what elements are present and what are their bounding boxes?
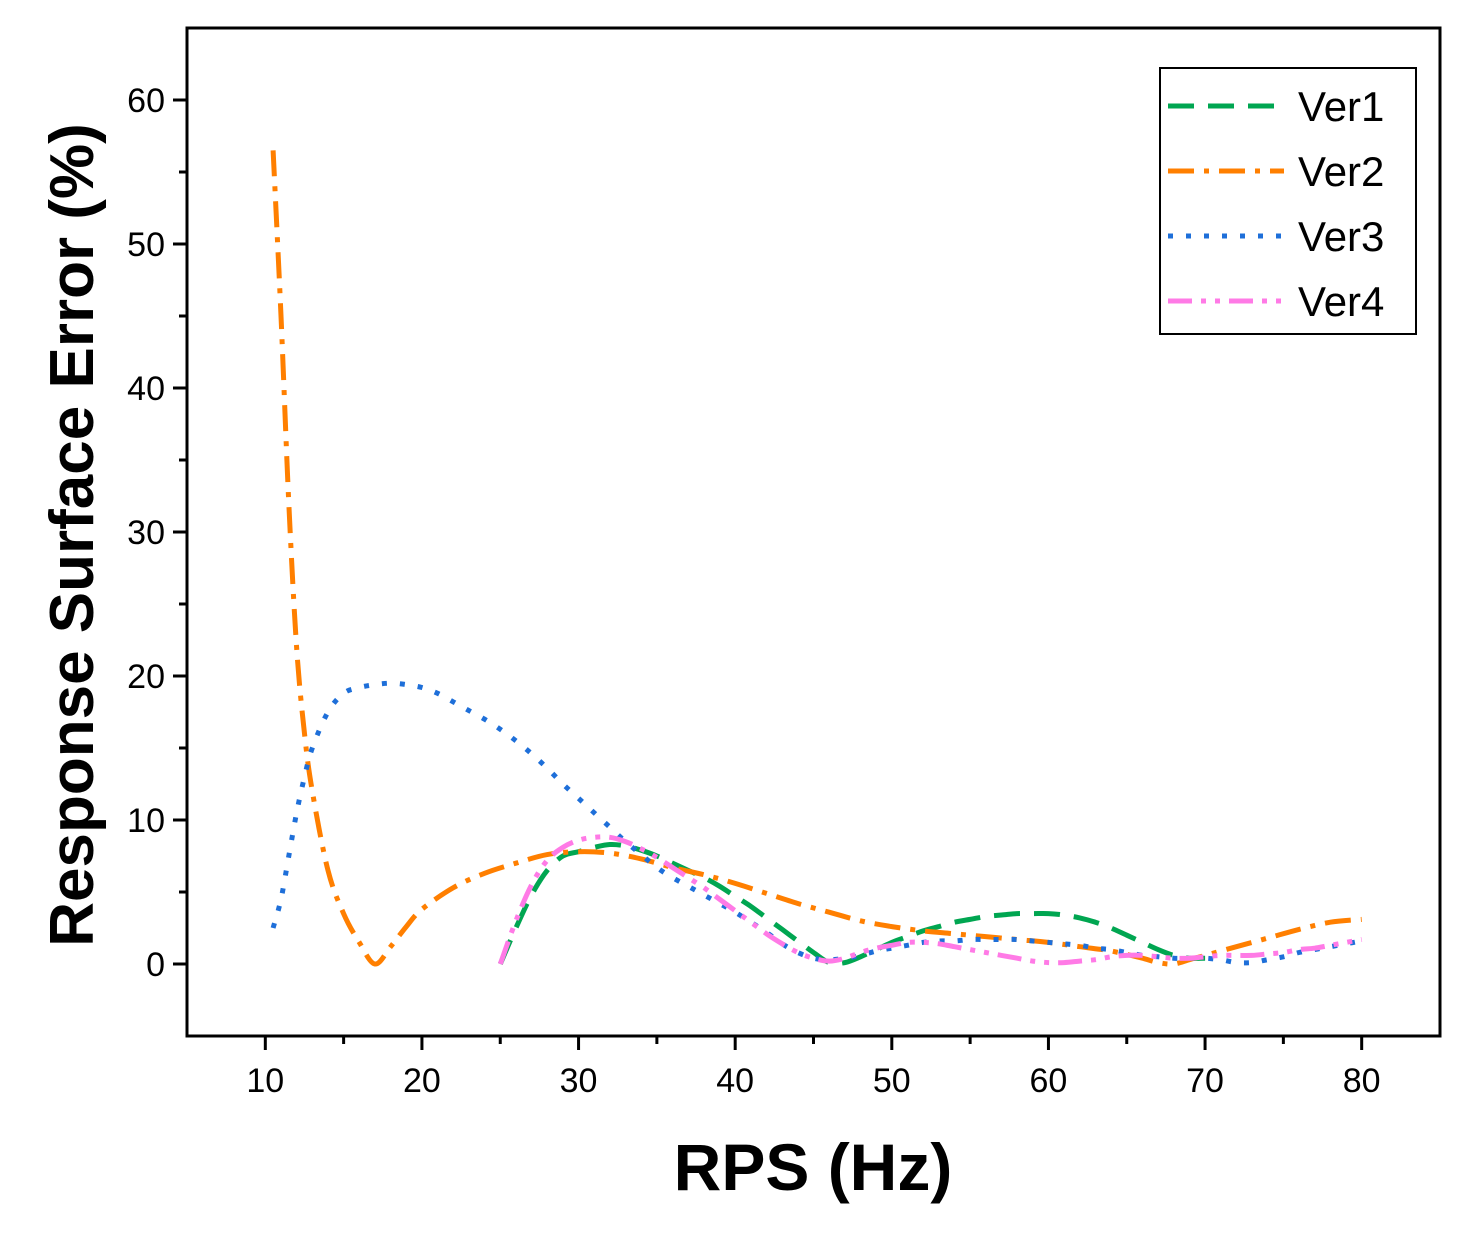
legend-label-ver4: Ver4	[1298, 278, 1384, 325]
legend-label-ver3: Ver3	[1298, 213, 1384, 260]
x-axis-title: RPS (Hz)	[674, 1130, 953, 1204]
y-tick-label: 50	[127, 226, 165, 264]
x-tick-label: 50	[873, 1062, 911, 1100]
x-tick-label: 80	[1343, 1062, 1381, 1100]
series-layer	[270, 150, 1363, 967]
y-tick-label: 10	[127, 802, 165, 840]
x-tick-label: 70	[1186, 1062, 1224, 1100]
x-tick-label: 40	[716, 1062, 754, 1100]
series-line-ver1	[498, 841, 1206, 967]
series-line-ver2	[270, 150, 1362, 967]
legend: Ver1 Ver2 Ver3 Ver4	[1159, 67, 1417, 335]
y-tick-label: 0	[146, 946, 165, 984]
series-line-ver3	[270, 680, 1363, 966]
y-tick-label: 20	[127, 658, 165, 696]
y-axis-title: Response Surface Error (%)	[38, 123, 107, 946]
x-tick-label: 60	[1030, 1062, 1068, 1100]
axes-layer: 10 20 30 40 50 60 70 80 0 10 20 30 40 50 60	[127, 26, 1442, 1100]
x-tick-label: 20	[403, 1062, 441, 1100]
y-tick-label: 30	[127, 514, 165, 552]
y-tick-label: 60	[127, 82, 165, 120]
legend-label-ver2: Ver2	[1298, 148, 1384, 195]
x-tick-label: 10	[246, 1062, 284, 1100]
x-tick-label: 30	[560, 1062, 598, 1100]
legend-label-ver1: Ver1	[1298, 83, 1384, 130]
legend-box	[1159, 67, 1417, 335]
series-line-ver4	[497, 834, 1363, 966]
y-tick-label: 40	[127, 370, 165, 408]
